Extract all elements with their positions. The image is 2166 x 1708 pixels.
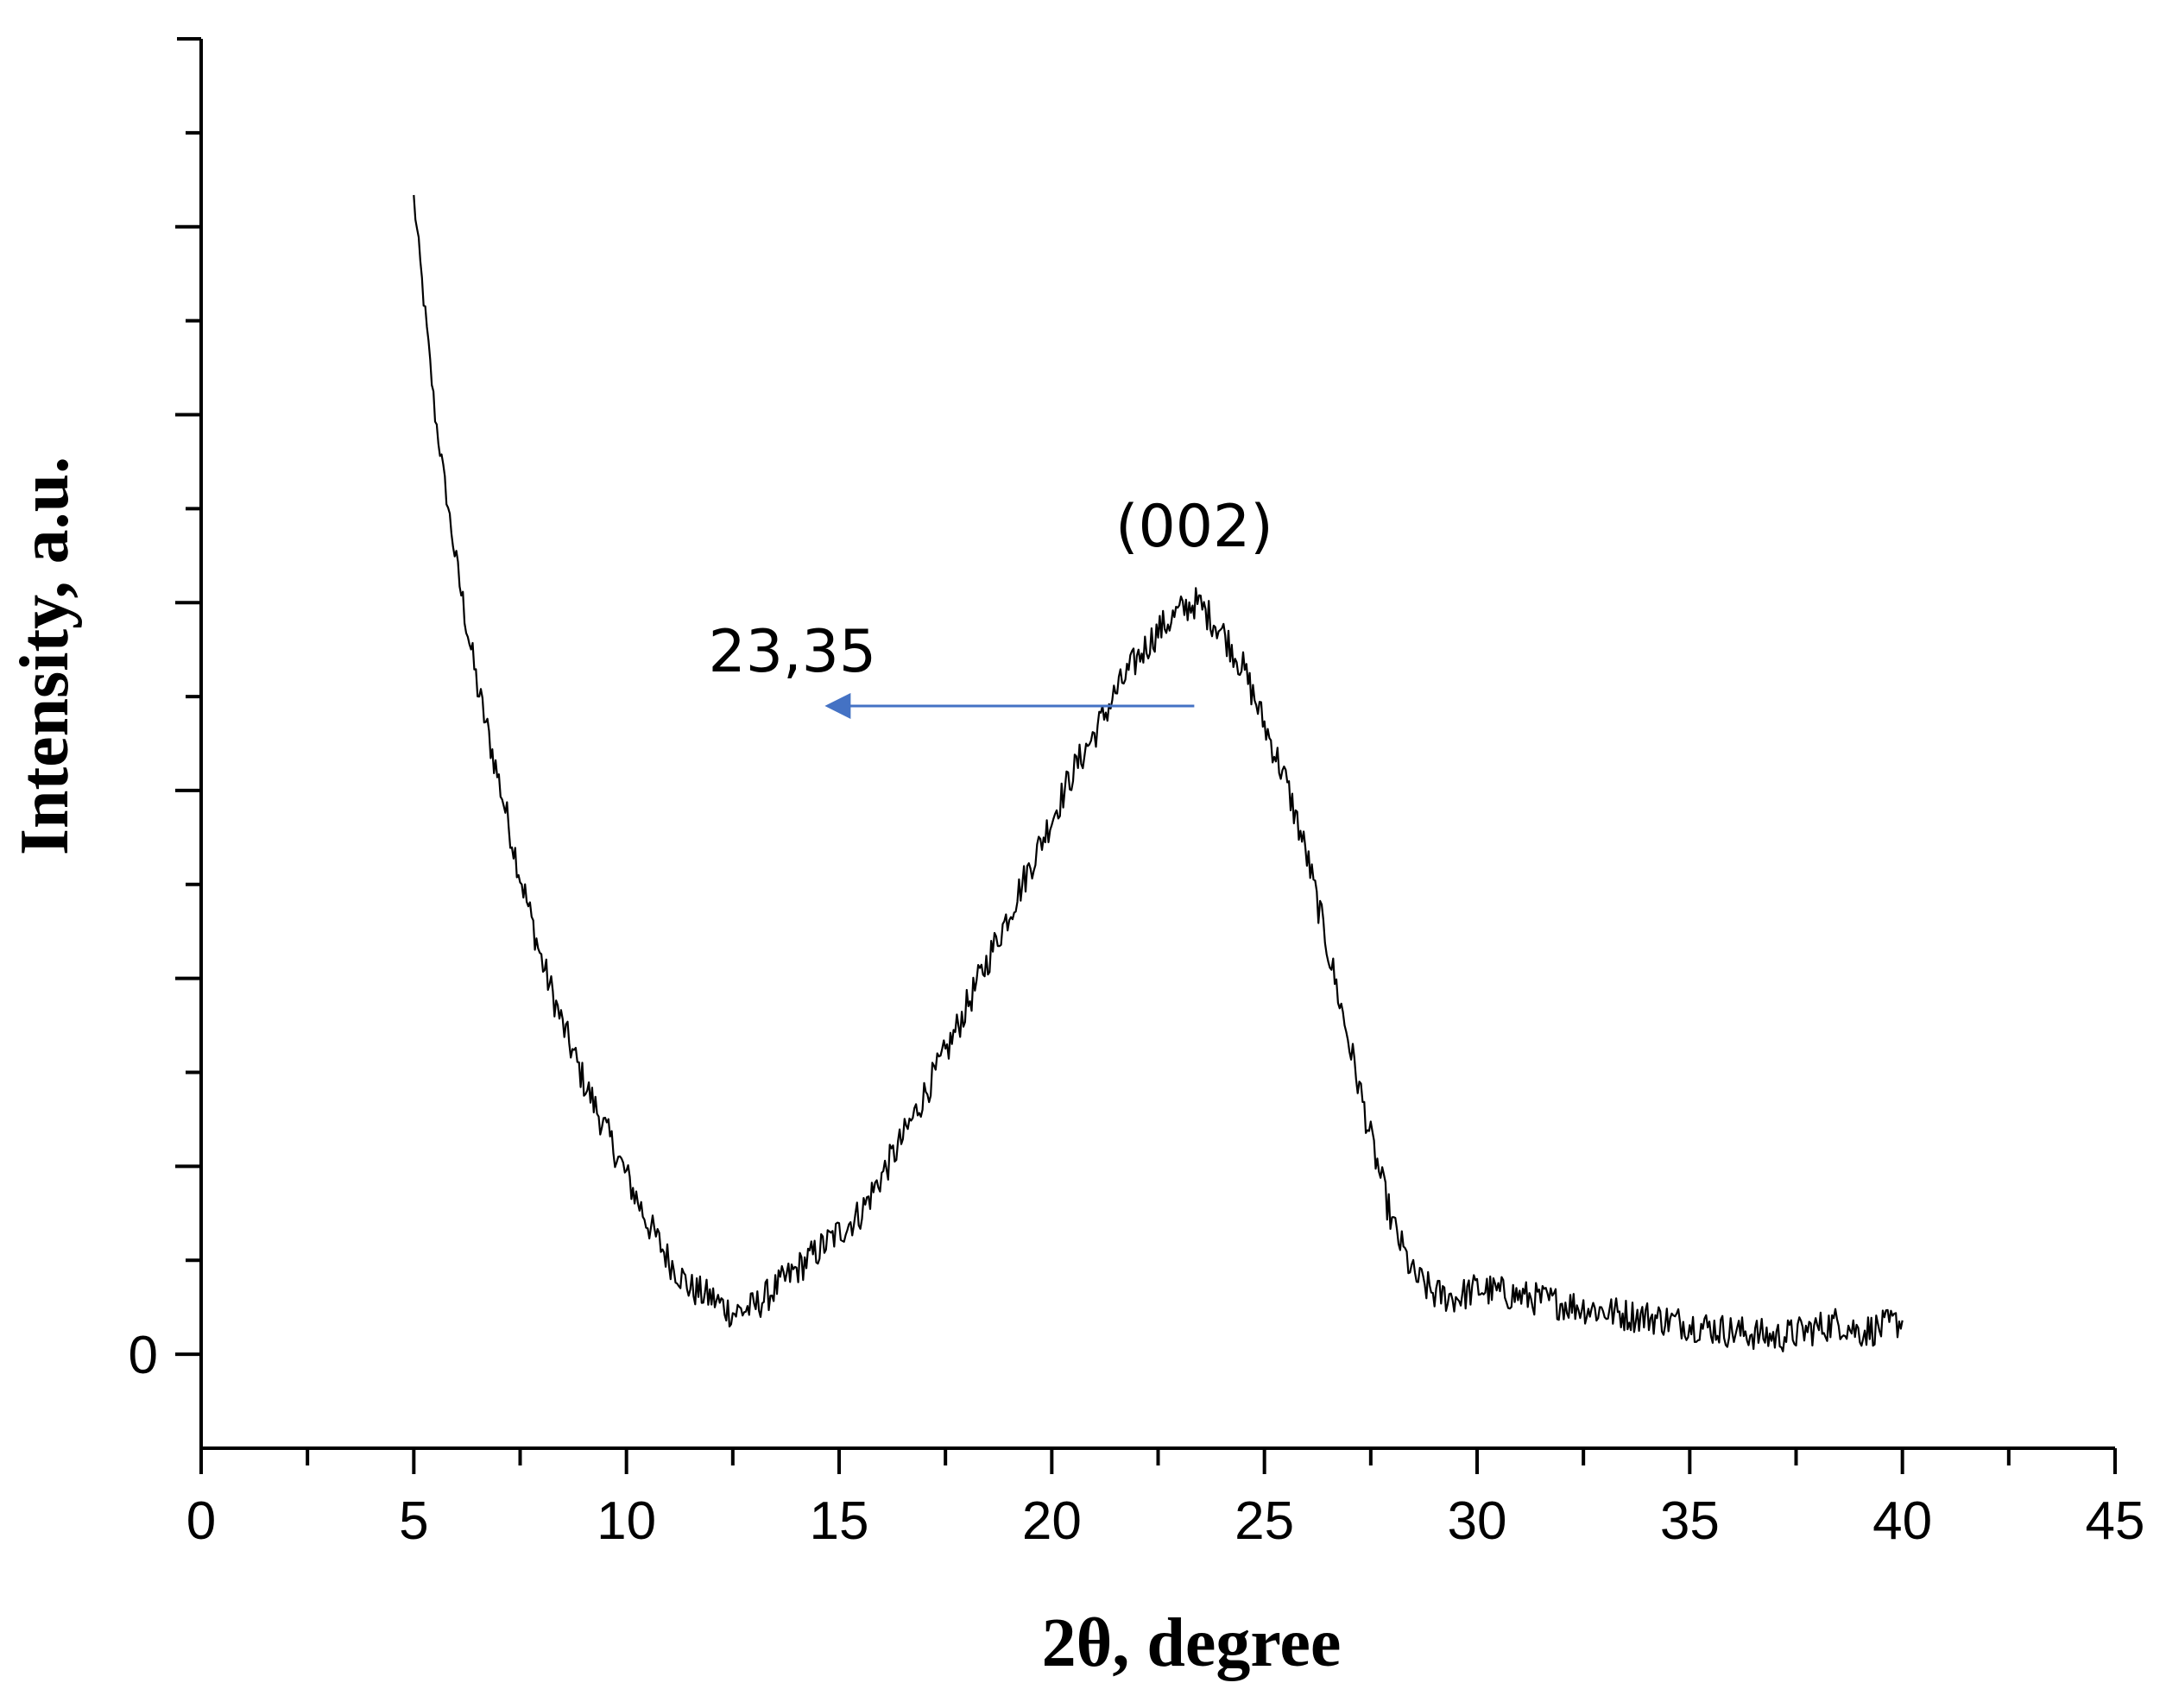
x-tick-label: 20 [1022, 1491, 1082, 1551]
y-tick-labels: 0 [129, 1326, 158, 1385]
x-axis-title: 2θ, degree [1042, 1605, 1342, 1681]
x-tick-label: 25 [1235, 1491, 1294, 1551]
x-tick-label: 45 [2086, 1491, 2145, 1551]
x-tick-label: 40 [1872, 1491, 1932, 1551]
x-tick-label: 30 [1448, 1491, 1507, 1551]
peak-label: (002) [1115, 493, 1273, 561]
y-tick-label: 0 [129, 1326, 158, 1385]
peak-position-label: 23,35 [708, 618, 876, 686]
intensity-series-line [413, 194, 1904, 1352]
x-tick-label: 0 [186, 1491, 216, 1551]
y-axis-title: Intensity, a.u. [7, 457, 83, 855]
x-tick-label: 10 [597, 1491, 656, 1551]
x-tick-label: 5 [399, 1491, 428, 1551]
x-tick-label: 15 [810, 1491, 869, 1551]
x-tick-labels: 0 5 10 15 20 25 30 35 40 45 [186, 1491, 2145, 1551]
x-tick-label: 35 [1660, 1491, 1720, 1551]
axes [177, 37, 2115, 1450]
tick-marks [175, 130, 2117, 1474]
